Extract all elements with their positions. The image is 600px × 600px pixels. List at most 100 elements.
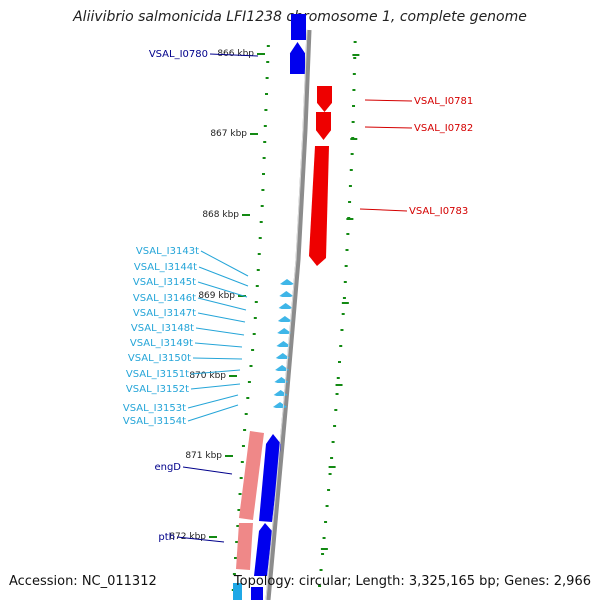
inner-tick <box>263 125 267 127</box>
inner-tick <box>257 253 261 255</box>
ruler-tick <box>225 455 233 457</box>
label-leader-line <box>187 404 239 422</box>
outer-tick <box>341 313 345 315</box>
ruler-label: 866 kbp <box>217 49 254 59</box>
trna-feature[interactable] <box>279 291 294 297</box>
outer-tick <box>349 169 353 171</box>
gene-feature[interactable] <box>309 146 329 266</box>
outer-tick <box>345 249 349 251</box>
gene-label[interactable]: VSAL_I0783 <box>409 206 468 217</box>
gene-feature[interactable] <box>251 587 263 600</box>
gene-label[interactable]: VSAL_I0782 <box>414 123 473 134</box>
outer-tick <box>327 489 331 491</box>
backbone-highlight <box>265 29 308 600</box>
outer-tick <box>350 153 354 155</box>
outer-tick <box>324 521 328 523</box>
trna-feature[interactable] <box>275 365 290 371</box>
gene-label[interactable]: VSAL_I3150t <box>128 353 191 364</box>
outer-major-tick <box>328 466 336 468</box>
gene-label[interactable]: VSAL_I3149t <box>130 338 193 349</box>
inner-tick <box>259 221 263 223</box>
inner-tick <box>252 333 256 335</box>
ruler-tick <box>250 133 258 135</box>
ruler: 866 kbp 867 kbp 868 kbp 869 kbp 870 kbp 871 k… <box>169 49 265 542</box>
gene-feature[interactable] <box>316 112 331 140</box>
gene-label[interactable]: VSAL_I3145t <box>133 277 196 288</box>
inner-tick <box>265 77 269 79</box>
gene-label[interactable]: VSAL_I3152t <box>126 384 189 395</box>
label-leader-line <box>198 266 249 287</box>
outer-tick <box>334 409 338 411</box>
ruler-tick <box>238 295 246 297</box>
pseudo-feature[interactable] <box>239 431 264 520</box>
gene-label[interactable]: VSAL_I3144t <box>134 262 197 273</box>
trna-feature[interactable] <box>278 303 293 309</box>
inner-tick <box>260 205 264 207</box>
gene-label[interactable]: pth <box>158 532 175 543</box>
inner-tick <box>261 189 265 191</box>
outer-tick <box>335 393 339 395</box>
inner-tick <box>234 557 238 559</box>
outer-tick <box>319 569 323 571</box>
gene-feature[interactable] <box>317 86 332 112</box>
inner-tick <box>232 573 236 575</box>
gene-feature[interactable] <box>259 434 281 522</box>
trna-feature[interactable] <box>277 328 292 334</box>
outer-tick <box>330 457 334 459</box>
gene-label[interactable]: VSAL_I3143t <box>136 246 199 257</box>
label-leader-line <box>190 383 241 390</box>
inner-tick <box>237 509 241 511</box>
gene-label[interactable]: engD <box>154 462 181 473</box>
inner-tick <box>240 461 244 463</box>
chromosome-backbone <box>265 29 312 600</box>
gene-label[interactable]: VSAL_I3154t <box>123 416 186 427</box>
gene-label[interactable]: VSAL_I3153t <box>123 403 186 414</box>
gene-label[interactable]: VSAL_I3146t <box>133 293 196 304</box>
trna-feature[interactable] <box>233 583 242 600</box>
inner-tick <box>264 109 268 111</box>
inner-tick <box>263 141 267 143</box>
outer-major-tick <box>350 138 358 140</box>
outer-tick <box>342 297 346 299</box>
inner-tick <box>251 349 255 351</box>
inner-tick <box>266 45 270 47</box>
gene-label[interactable]: VSAL_I3148t <box>131 323 194 334</box>
outer-tick <box>352 73 356 75</box>
inner-tick <box>265 93 269 95</box>
ruler-label: 869 kbp <box>198 291 235 301</box>
gene-label[interactable]: VSAL_I3151t <box>126 369 189 380</box>
outer-tick <box>322 537 326 539</box>
label-leader-line <box>364 126 413 129</box>
trna-feature[interactable] <box>275 353 290 359</box>
trna-feature[interactable] <box>276 341 291 347</box>
gene-label[interactable]: VSAL_I3147t <box>133 308 196 319</box>
gene-label[interactable]: VSAL_I0781 <box>414 96 473 107</box>
gene-label[interactable]: VSAL_I0780 <box>149 49 208 60</box>
gene-feature[interactable] <box>290 42 305 74</box>
trna-feature[interactable] <box>277 316 292 322</box>
outer-tick <box>340 329 344 331</box>
gene-feature[interactable] <box>254 523 272 576</box>
inner-tick <box>254 301 258 303</box>
trna-feature[interactable] <box>274 377 289 383</box>
label-leader-line <box>176 536 225 543</box>
outer-tick <box>333 425 337 427</box>
label-leader-line <box>192 357 243 360</box>
inner-tick <box>244 413 248 415</box>
outer-tick <box>336 377 340 379</box>
outer-tick <box>352 89 356 91</box>
inner-tick <box>256 269 260 271</box>
trna-feature[interactable] <box>280 279 294 285</box>
summary-text: Topology: circular; Length: 3,325,165 bp… <box>233 574 591 589</box>
outer-tick <box>318 585 322 587</box>
pseudo-feature[interactable] <box>236 523 253 570</box>
gene-feature[interactable] <box>291 14 306 40</box>
outer-tick <box>353 57 357 59</box>
outer-tick <box>348 201 352 203</box>
outer-tick <box>325 505 329 507</box>
outer-tick <box>343 281 347 283</box>
label-leader-line <box>209 53 259 57</box>
outer-tick <box>338 361 341 363</box>
